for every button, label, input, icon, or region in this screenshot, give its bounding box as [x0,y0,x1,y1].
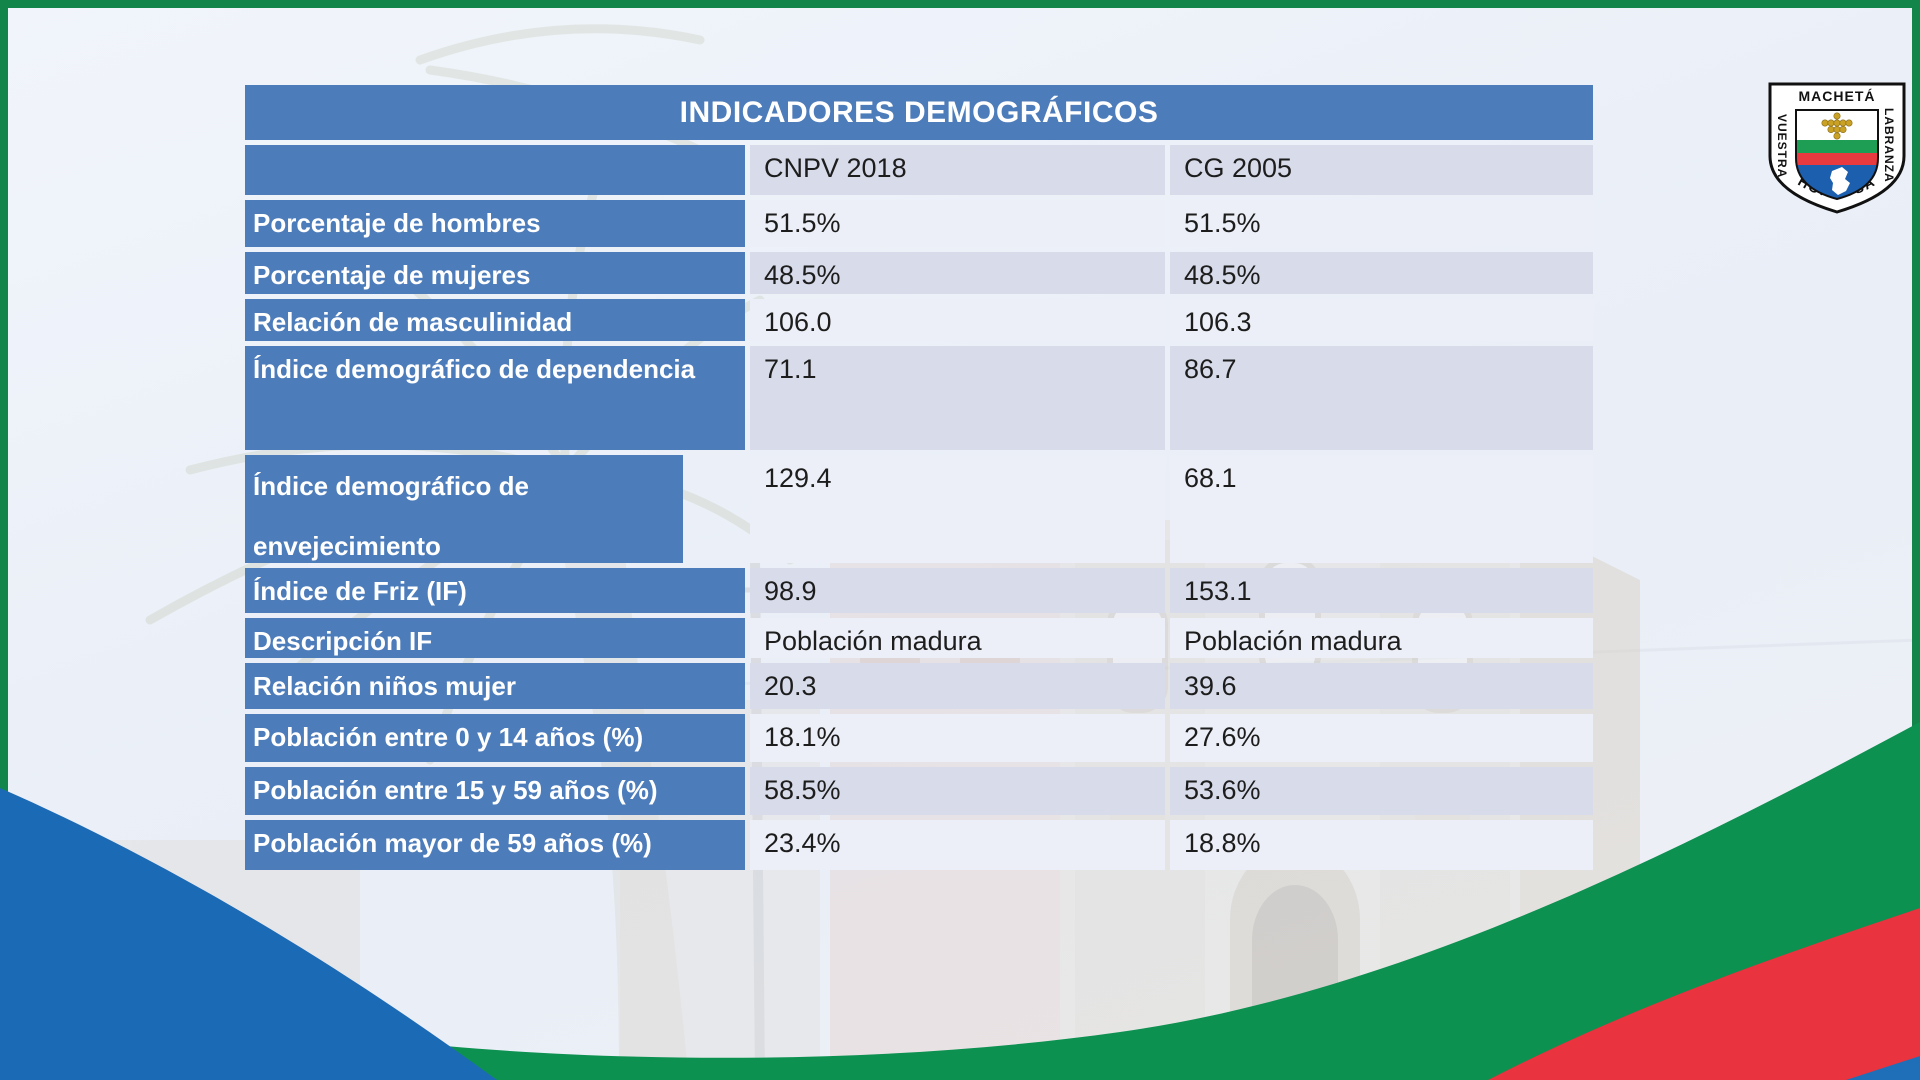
cell-value: 51.5% [750,200,1165,247]
cell-value: 23.4% [750,820,1165,870]
row-label: Índice de Friz (IF) [245,568,745,613]
macheta-coat-of-arms: MACHETÁ VUESTRA LABRANZA HONROSA [1768,82,1906,214]
row-label: Índice demográfico de dependencia [245,346,745,450]
crest-red-stripe [1796,153,1878,165]
cell-value: 18.1% [750,714,1165,762]
table-title: INDICADORES DEMOGRÁFICOS [245,85,1593,140]
cell-value: 18.8% [1170,820,1593,870]
cell-value: 106.0 [750,299,1165,341]
column-header-cnpv2018: CNPV 2018 [750,145,1165,195]
red-curve-band [1488,908,1920,1080]
crest-word-right: LABRANZA [1882,108,1896,183]
row-label: Población mayor de 59 años (%) [245,820,745,870]
row-label: Población entre 15 y 59 años (%) [245,767,745,815]
cell-value: 27.6% [1170,714,1593,762]
crest-word-left: VUESTRA [1775,114,1789,178]
cell-value: 39.6 [1170,663,1593,709]
row-label: Relación niños mujer [245,663,745,709]
crest-gold-figure [1821,112,1853,140]
row-label: Descripción IF [245,618,745,658]
cell-value: 129.4 [750,455,1165,563]
row-label: Porcentaje de mujeres [245,252,745,294]
cell-value: 86.7 [1170,346,1593,450]
cell-value: 48.5% [750,252,1165,294]
crest-word-top: MACHETÁ [1799,88,1876,104]
row-label: Índice demográfico de envejecimiento [245,455,683,563]
cell-value: 48.5% [1170,252,1593,294]
cell-value: 98.9 [750,568,1165,613]
row-label: Porcentaje de hombres [245,200,745,247]
row-label: Relación de masculinidad [245,299,745,341]
cell-value: 20.3 [750,663,1165,709]
blue-corner-triangle [1846,1056,1920,1080]
cell-value: 58.5% [750,767,1165,815]
column-header-empty [245,145,745,195]
column-header-cg2005: CG 2005 [1170,145,1593,195]
crest-inner-shield-outline [1795,109,1879,201]
row-label: Población entre 0 y 14 años (%) [245,714,745,762]
demographic-indicators-table: INDICADORES DEMOGRÁFICOS CNPV 2018 CG 20… [245,85,1593,870]
cell-value: 153.1 [1170,568,1593,613]
cell-value: Población madura [1170,618,1593,658]
cell-value: 71.1 [750,346,1165,450]
crest-map-shape [1830,167,1850,195]
cell-value: Población madura [750,618,1165,658]
cell-value: 68.1 [1170,455,1593,563]
cell-value: 51.5% [1170,200,1593,247]
cell-value: 106.3 [1170,299,1593,341]
cell-value: 53.6% [1170,767,1593,815]
crest-green-stripe [1796,140,1878,153]
